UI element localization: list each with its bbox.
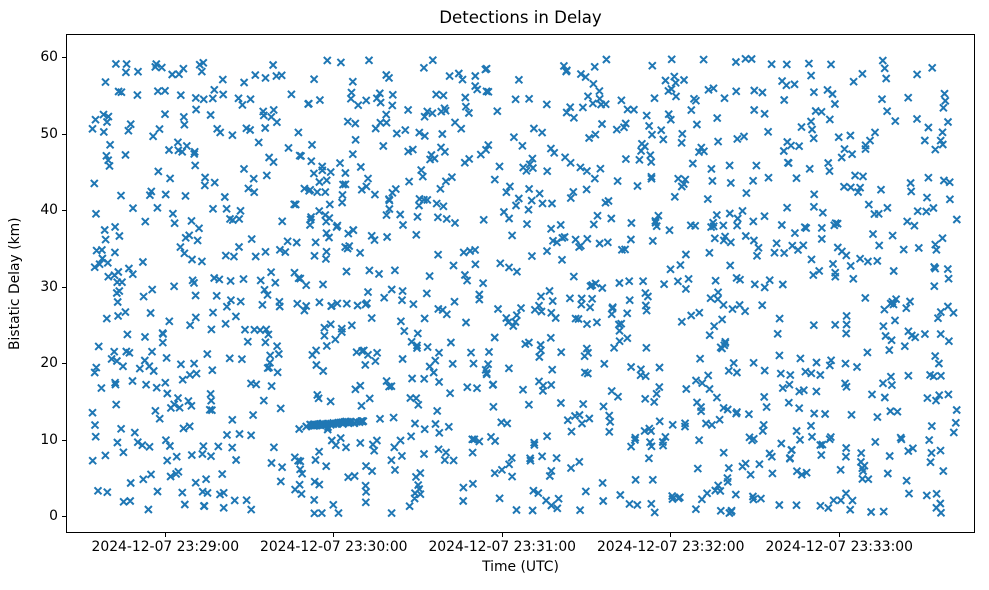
x-tick-label: 2024-12-07 23:32:00 xyxy=(596,539,745,555)
x-tick-mark xyxy=(838,533,840,537)
x-tick-label: 2024-12-07 23:29:00 xyxy=(91,539,240,555)
y-tick-mark xyxy=(62,210,66,212)
x-tick-mark xyxy=(501,533,503,537)
y-tick-mark xyxy=(62,439,66,441)
x-tick-mark xyxy=(670,533,672,537)
x-tick-mark xyxy=(333,533,335,537)
scatter-points xyxy=(88,54,962,518)
y-tick-label: 10 xyxy=(40,431,58,448)
chart-title: Detections in Delay xyxy=(439,8,602,27)
y-tick-label: 30 xyxy=(40,278,58,295)
y-tick-label: 50 xyxy=(40,125,58,142)
x-tick-label: 2024-12-07 23:31:00 xyxy=(428,539,576,555)
y-tick-mark xyxy=(62,133,66,135)
y-tick-mark xyxy=(62,363,66,365)
y-tick-label: 0 xyxy=(49,508,58,525)
x-tick-label: 2024-12-07 23:33:00 xyxy=(765,539,913,555)
plot-area xyxy=(66,34,975,533)
y-tick-label: 60 xyxy=(40,49,58,66)
scatter-points-canvas xyxy=(88,54,962,518)
y-tick-mark xyxy=(62,286,66,288)
y-tick-label: 40 xyxy=(40,202,58,219)
y-tick-label: 20 xyxy=(40,355,58,372)
y-tick-mark xyxy=(62,516,66,518)
y-tick-mark xyxy=(62,57,66,59)
x-axis-label: Time (UTC) xyxy=(482,559,559,575)
x-tick-label: 2024-12-07 23:30:00 xyxy=(259,539,408,555)
x-tick-mark xyxy=(164,533,166,537)
